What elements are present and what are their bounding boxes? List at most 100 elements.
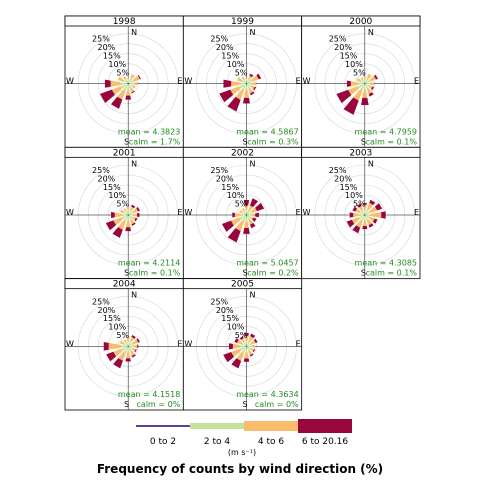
petal-270-bin2	[350, 81, 359, 87]
petal-210-bin2	[118, 220, 126, 230]
petal-30-bin3	[249, 73, 254, 78]
petal-90-bin2	[370, 82, 375, 86]
ring-label: 15%	[103, 183, 121, 192]
petal-300-bin1	[123, 211, 128, 215]
ring-label: 15%	[340, 183, 358, 192]
petal-270-bin3	[104, 79, 111, 88]
petal-150-bin2	[366, 219, 372, 226]
petal-180-bin2	[362, 220, 367, 227]
ring-label: 25%	[92, 35, 110, 44]
petal-60-bin1	[246, 79, 253, 84]
legend-swatch-0	[136, 425, 190, 427]
petal-180-bin1	[363, 215, 366, 221]
petal-270-bin1	[120, 82, 128, 86]
petal-240-bin1	[121, 215, 128, 220]
ring-label: 5%	[353, 200, 366, 209]
petal-300-bin1	[123, 80, 128, 84]
petal-210-bin1	[123, 215, 128, 222]
panel-year-label: 1999	[231, 17, 254, 27]
dir-label-s: S	[124, 400, 129, 409]
mean-label: mean = 4.7959	[355, 127, 417, 136]
petal-180-bin3	[125, 227, 132, 232]
petal-90-bin1	[247, 214, 253, 216]
petal-30-bin1	[246, 209, 250, 215]
petal-180-bin2	[243, 89, 250, 98]
petal-330-bin2	[241, 76, 245, 80]
panel-plot-area: 5%10%15%20%25%	[301, 157, 420, 279]
petal-210-bin2	[356, 220, 363, 228]
ring-label: 15%	[103, 314, 121, 323]
petal-30-bin3	[369, 199, 376, 206]
petal-150-bin1	[365, 84, 369, 89]
petal-30-bin2	[248, 75, 253, 80]
petal-180-bin2	[126, 352, 131, 359]
petal-120-bin1	[246, 215, 252, 219]
ring-label: 25%	[210, 297, 228, 306]
ring-label: 20%	[97, 174, 115, 183]
dir-label-e: E	[177, 339, 182, 348]
panel-strip	[301, 146, 421, 158]
petal-300-bin1	[123, 343, 128, 347]
ring-label: 25%	[210, 35, 228, 44]
petal-0-bin3	[244, 332, 249, 336]
dir-label-w: W	[184, 208, 192, 217]
petal-0-bin2	[126, 337, 130, 342]
petal-120-bin0	[128, 83, 129, 85]
ring-label: 10%	[227, 191, 245, 200]
petal-180-bin1	[245, 215, 248, 222]
petal-330-bin2	[241, 208, 245, 212]
panel-year-label: 2001	[113, 148, 136, 158]
dir-label-n: N	[368, 28, 374, 37]
petal-60-bin1	[128, 342, 134, 347]
petal-120-bin1	[128, 83, 134, 88]
petal-210-bin0	[127, 83, 129, 85]
petal-30-bin1	[128, 341, 132, 346]
petal-210-bin3	[227, 228, 241, 243]
petal-180-bin3	[125, 358, 131, 362]
petal-300-bin2	[238, 209, 243, 214]
petal-330-bin1	[361, 79, 365, 84]
petal-90-bin2	[133, 82, 138, 86]
petal-150-bin3	[249, 353, 254, 357]
petal-60-bin3	[255, 202, 265, 212]
petal-30-bin2	[248, 205, 254, 211]
legend: 0 to 2 2 to 4 4 to 6 6 to 20.16	[136, 419, 352, 447]
panel-year-label: 2005	[231, 280, 254, 290]
petal-210-bin2	[353, 89, 363, 101]
petal-60-bin1	[365, 79, 371, 84]
dir-label-e: E	[177, 77, 182, 86]
panel-plot-area: 5%10%15%20%25%	[65, 288, 184, 410]
petal-270-bin2	[234, 212, 241, 218]
petal-180-bin1	[127, 346, 130, 353]
ring-label: 5%	[235, 331, 248, 340]
petal-90-bin2	[251, 81, 257, 86]
petal-300-bin2	[117, 76, 125, 82]
petal-90-bin1	[128, 214, 134, 216]
petal-180-bin1	[127, 84, 130, 90]
petal-150-bin2	[248, 219, 254, 225]
petal-330-bin1	[243, 210, 247, 215]
petal-330-bin1	[243, 78, 247, 84]
petal-270-bin1	[240, 345, 246, 348]
petal-210-bin1	[360, 215, 365, 222]
petal-150-bin3	[131, 222, 136, 226]
ring-label: 5%	[116, 331, 129, 340]
petal-60-bin2	[369, 206, 378, 213]
panel-plot-area: 5%10%15%20%25%	[65, 157, 184, 279]
dir-label-w: W	[66, 208, 74, 217]
petal-0-bin1	[127, 78, 130, 83]
dir-label-w: W	[184, 339, 192, 348]
ring-label: 25%	[210, 166, 228, 175]
petal-120-bin3	[134, 349, 137, 353]
ring-label: 10%	[345, 60, 363, 69]
ring-label: 5%	[235, 68, 248, 77]
ring-label: 15%	[221, 52, 239, 61]
petal-240-bin1	[239, 215, 247, 220]
petal-300-bin1	[241, 342, 247, 347]
petal-210-bin3	[343, 97, 359, 115]
petal-30-bin2	[248, 336, 254, 343]
petal-180-bin3	[243, 358, 250, 362]
